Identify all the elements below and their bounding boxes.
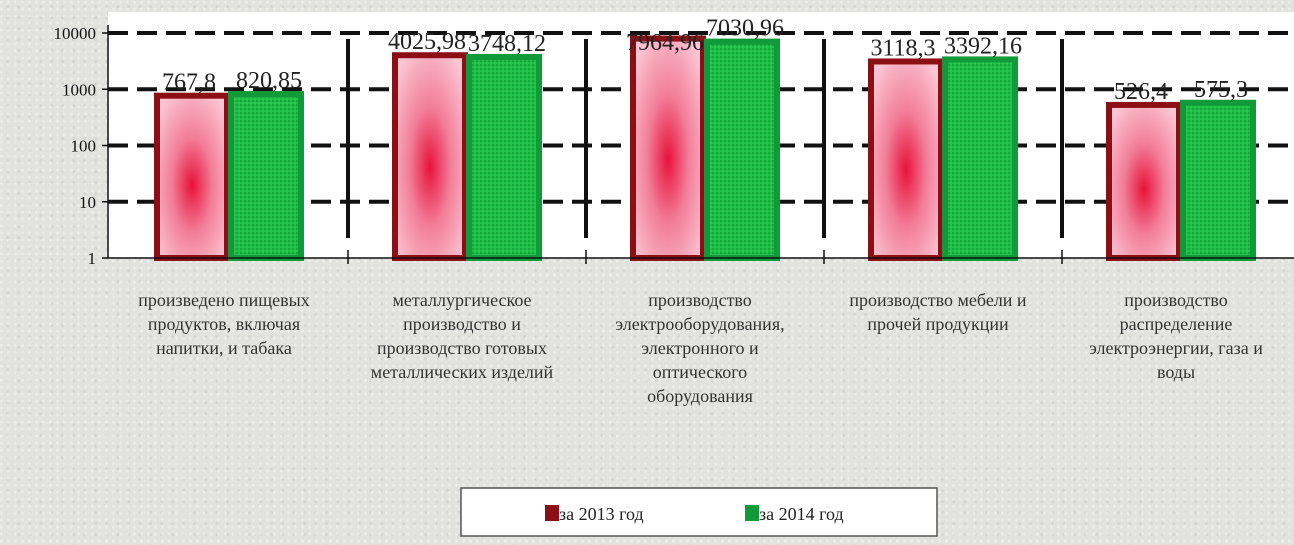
bar-2013 [1106, 101, 1182, 261]
bar-2014 [704, 38, 780, 262]
bar-2013 [392, 52, 468, 262]
data-label: 3118,3 [870, 35, 935, 61]
category-label-line: производство и [403, 314, 521, 334]
category-label-line: электроэнергии, газа и [1089, 338, 1263, 358]
data-label: 575,3 [1194, 77, 1248, 103]
legend-swatch-2014 [745, 505, 759, 521]
legend-swatch-2013 [545, 505, 559, 521]
category-label: произведено пищевых продуктов, включая нап… [138, 290, 310, 358]
data-label: 7030,96 [706, 16, 784, 42]
data-label: 526,4 [1114, 79, 1168, 105]
bar-2013 [630, 35, 706, 261]
category-label-line: оборудования [647, 386, 753, 406]
data-label: 820,85 [236, 68, 302, 94]
category-label-line: электрооборудования, [615, 314, 784, 334]
bar-2014 [942, 56, 1018, 261]
category-label: производство мебели и прочей продукции [849, 290, 1027, 334]
category-label-line: электронного и [641, 338, 759, 358]
y-tick-label: 1000 [62, 80, 96, 99]
legend-label: за 2013 год [559, 504, 644, 524]
y-tick-label: 100 [71, 137, 97, 156]
y-tick-label: 10000 [54, 24, 97, 43]
y-tick-label: 10 [79, 193, 96, 212]
data-label: 3392,16 [944, 33, 1022, 59]
category-label-line: воды [1157, 362, 1195, 382]
category-label-line: напитки, и табака [156, 338, 292, 358]
legend-label: за 2014 год [759, 504, 844, 524]
legend-box [460, 487, 938, 537]
bar-2014 [466, 53, 542, 261]
category-label: металлургическое производство и производст… [371, 290, 554, 382]
bar-2013 [868, 58, 944, 261]
category-label-line: производство [648, 290, 752, 310]
bar-2014 [228, 91, 304, 261]
data-label: 7964,96 [626, 30, 704, 56]
category-label-line: прочей продукции [867, 314, 1009, 334]
category-label-line: металлургическое [392, 290, 531, 310]
category-label-line: распределение [1120, 314, 1233, 334]
category-label: производство электрооборудования, электрон… [615, 290, 784, 406]
category-label-line: произведено пищевых [138, 290, 310, 310]
data-label: 3748,12 [468, 31, 546, 57]
category-label-line: металлических изделий [371, 362, 554, 382]
bar-2014 [1180, 99, 1256, 262]
category-label-line: производство готовых [377, 338, 547, 358]
category-label: производство распределение электроэнергии,… [1089, 290, 1263, 382]
data-label: 767,8 [162, 70, 216, 96]
category-label-line: продуктов, включая [148, 314, 300, 334]
category-label-line: производство [1124, 290, 1228, 310]
category-label-line: производство мебели и [849, 290, 1027, 310]
category-label-line: оптического [653, 362, 747, 382]
y-tick-label: 1 [88, 249, 97, 268]
bar-2013 [154, 92, 230, 262]
data-label: 4025,98 [388, 29, 466, 55]
